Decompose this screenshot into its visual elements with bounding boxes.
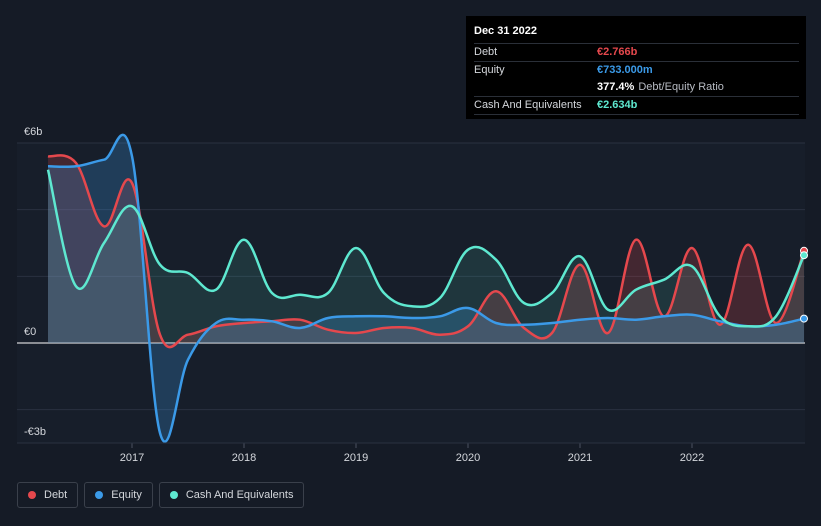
series-endpoints [800, 246, 808, 323]
tooltip-value-equity: €733.000m [597, 64, 653, 76]
legend-label: Equity [111, 489, 142, 501]
series-line-equity [47, 133, 805, 443]
series-line-debt [47, 154, 806, 349]
x-tick-label: 2017 [120, 452, 144, 464]
tooltip-row-cash: Cash And Equivalents €2.634b [474, 96, 799, 115]
y-tick-label: -€3b [24, 426, 46, 438]
tooltip-label: Debt [474, 46, 498, 58]
series-area-cash-and-equivalents [48, 169, 804, 343]
legend-dot-icon [95, 491, 104, 499]
legend-label: Cash And Equivalents [185, 489, 294, 501]
endpoint-marker [800, 314, 808, 323]
y-tick-label: €0 [24, 326, 36, 338]
x-tick-label: 2022 [680, 452, 704, 464]
tooltip-row-equity: Equity €733.000m [474, 61, 799, 79]
legend: Debt Equity Cash And Equivalents [17, 482, 305, 508]
x-tick-label: 2018 [232, 452, 256, 464]
y-axis-ticks: €6b €0 -€3b [24, 126, 46, 438]
plot-background [17, 143, 805, 443]
series-line-cash-and-equivalents [46, 169, 806, 328]
tooltip-value-debt: €2.766b [597, 46, 638, 58]
endpoint-marker [800, 251, 808, 260]
series-area-debt [48, 155, 804, 348]
series-areas [48, 134, 804, 442]
tooltip-label: Equity [474, 64, 505, 76]
legend-item-debt[interactable]: Debt [17, 482, 79, 508]
legend-label: Debt [44, 489, 68, 501]
legend-item-equity[interactable]: Equity [84, 482, 153, 508]
tooltip-label [474, 79, 597, 96]
tooltip-label: Cash And Equivalents [474, 99, 582, 111]
x-tick-label: 2019 [344, 452, 368, 464]
tooltip-row-ratio: 377.4% Debt/Equity Ratio [474, 79, 799, 96]
tooltip-date: Dec 31 2022 [474, 25, 537, 37]
x-tick-label: 2020 [456, 452, 480, 464]
tooltip-panel: Dec 31 2022 Debt €2.766b Equity €733.000… [466, 16, 806, 119]
tooltip-row-debt: Debt €2.766b [474, 43, 799, 61]
tooltip-ratio-note: Debt/Equity Ratio [638, 81, 724, 93]
y-tick-label: €6b [24, 126, 42, 138]
legend-dot-icon [28, 491, 36, 499]
series-lines [46, 133, 806, 443]
tooltip-value-ratio: 377.4% [597, 81, 635, 93]
x-axis-ticks: 2017 2018 2019 2020 2021 2022 [17, 442, 805, 464]
x-tick-label: 2021 [568, 452, 592, 464]
series-area-equity [48, 134, 804, 442]
legend-item-cash[interactable]: Cash And Equivalents [158, 482, 305, 508]
tooltip-value-cash: €2.634b [597, 99, 638, 111]
legend-dot-icon [169, 491, 178, 499]
